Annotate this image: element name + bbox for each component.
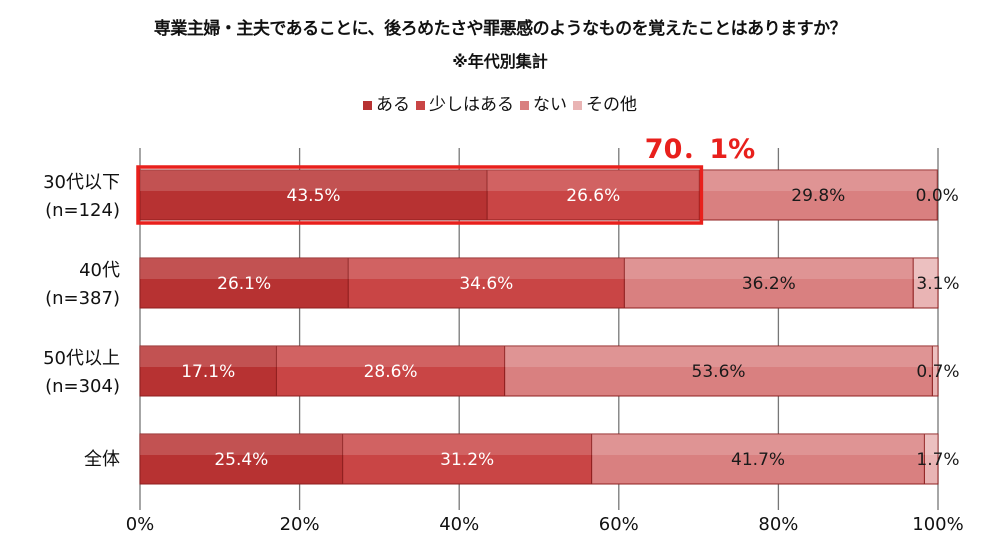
- bar-segment: [275, 345, 506, 397]
- bar-highlight: [504, 346, 933, 367]
- legend-swatch: [363, 100, 372, 110]
- data-label: 0.7%: [916, 362, 959, 382]
- data-label: 25.4%: [214, 450, 268, 470]
- chart-title: 専業主婦・主夫であることに、後ろめたさや罪悪感のようなものを覚えたことはあります…: [153, 19, 847, 39]
- category-label: 50代以上: [43, 348, 120, 369]
- data-label: 26.1%: [217, 274, 271, 294]
- x-tick-label: 20%: [280, 514, 320, 535]
- legend-swatch: [573, 100, 582, 110]
- callout-label: 70．1%: [645, 134, 755, 165]
- bar-highlight: [924, 434, 938, 455]
- bar-segment: [486, 169, 700, 221]
- bar-highlight: [140, 346, 277, 367]
- bar-segment: [139, 433, 344, 485]
- data-label: 0.0%: [916, 186, 959, 206]
- chart-subtitle: ※年代別集計: [452, 52, 548, 71]
- category-label: (n=387): [45, 288, 120, 309]
- bar-segment: [912, 257, 939, 309]
- bar-highlight: [487, 170, 700, 191]
- bar-highlight: [140, 434, 343, 455]
- bar-highlight: [342, 434, 592, 455]
- legend-swatch: [416, 100, 425, 110]
- data-label: 43.5%: [287, 186, 341, 206]
- bar-segment: [504, 345, 933, 397]
- category-label: 40代: [79, 260, 120, 281]
- bar-highlight: [140, 258, 349, 279]
- bar-highlight: [276, 346, 505, 367]
- x-tick-label: 60%: [599, 514, 639, 535]
- bar-segment: [623, 257, 914, 309]
- data-label: 53.6%: [692, 362, 746, 382]
- legend-swatch: [520, 100, 529, 110]
- legend-label: 少しはある: [429, 95, 514, 115]
- category-label: 全体: [84, 449, 120, 470]
- bar-highlight: [699, 170, 938, 191]
- category-label: 30代以下: [43, 172, 120, 193]
- legend: ある 少しはある ない その他: [0, 90, 1000, 115]
- legend-item: ない: [520, 90, 567, 115]
- legend-item: その他: [573, 90, 637, 115]
- legend-label: その他: [586, 95, 637, 115]
- bar-highlight: [140, 170, 488, 191]
- data-label: 34.6%: [459, 274, 513, 294]
- data-label: 26.6%: [566, 186, 620, 206]
- x-tick-label: 80%: [758, 514, 798, 535]
- data-label: 29.8%: [791, 186, 845, 206]
- legend-item: ある: [363, 90, 410, 115]
- data-label: 41.7%: [731, 450, 785, 470]
- data-label: 28.6%: [364, 362, 418, 382]
- x-tick-label: 100%: [912, 514, 963, 535]
- bar-highlight: [932, 346, 938, 367]
- x-tick-label: 0%: [126, 514, 155, 535]
- bar-highlight: [348, 258, 625, 279]
- highlight-box: [136, 165, 704, 225]
- category-label: (n=304): [45, 376, 120, 397]
- legend-item: 少しはある: [416, 90, 514, 115]
- bar-segment: [139, 345, 277, 397]
- bar-highlight: [624, 258, 914, 279]
- bar-segment: [931, 345, 939, 397]
- bar-segment: [342, 433, 593, 485]
- bar-highlight: [913, 258, 938, 279]
- legend-label: ない: [533, 95, 567, 115]
- bar-segment: [698, 169, 938, 221]
- data-label: 36.2%: [742, 274, 796, 294]
- bar-highlight: [591, 434, 925, 455]
- data-label: 17.1%: [181, 362, 235, 382]
- data-label: 3.1%: [916, 274, 959, 294]
- x-tick-label: 40%: [439, 514, 479, 535]
- legend-label: ある: [376, 95, 410, 115]
- category-label: (n=124): [45, 200, 120, 221]
- bar-segment: [139, 169, 488, 221]
- data-label: 1.7%: [916, 450, 959, 470]
- data-label: 31.2%: [440, 450, 494, 470]
- bar-segment: [923, 433, 939, 485]
